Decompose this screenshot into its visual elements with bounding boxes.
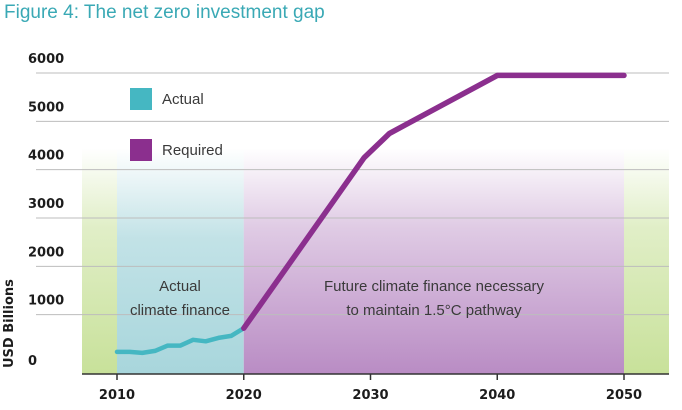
band-post-2050 <box>624 148 669 374</box>
x-tick-label-2040: 2040 <box>479 388 515 403</box>
legend-label-actual: Actual <box>162 91 204 108</box>
y-tick-label-5000: 5000 <box>28 100 64 115</box>
x-tick-label-2020: 2020 <box>226 388 262 403</box>
series-lines <box>114 72 627 356</box>
legend-label-required: Required <box>162 142 223 159</box>
annotation-actual-line2: climate finance <box>130 302 230 319</box>
y-axis-label: USD Billions <box>2 279 17 368</box>
annotation-actual-line1: Actual <box>159 278 201 295</box>
annotation-future-line2: to maintain 1.5°C pathway <box>346 302 522 319</box>
x-tick-label-2010: 2010 <box>99 388 135 403</box>
x-tick-label-2050: 2050 <box>606 388 642 403</box>
annotation-actual: Actual climate finance <box>130 278 230 319</box>
annotation-future: Future climate finance necessary to main… <box>324 278 545 319</box>
y-tick-labels: 0 1000 2000 3000 4000 5000 6000 <box>28 52 64 369</box>
band-pre-2010 <box>82 148 117 374</box>
chart-title: Figure 4: The net zero investment gap <box>4 2 325 23</box>
series-line-actual <box>114 325 247 356</box>
band-actual <box>117 148 244 374</box>
band-required <box>243 148 624 374</box>
legend-swatch-required <box>130 139 152 161</box>
annotation-future-line1: Future climate finance necessary <box>324 278 545 295</box>
x-tick-label-2030: 2030 <box>352 388 388 403</box>
y-tick-label-4000: 4000 <box>28 149 64 164</box>
y-tick-label-6000: 6000 <box>28 52 64 67</box>
legend: Actual Required <box>130 88 223 161</box>
legend-swatch-actual <box>130 88 152 110</box>
y-tick-label-2000: 2000 <box>28 245 64 260</box>
shaded-bands <box>82 148 669 374</box>
x-tick-labels: 2010 2020 2030 2040 2050 <box>99 374 642 403</box>
y-tick-label-3000: 3000 <box>28 197 64 212</box>
y-tick-label-1000: 1000 <box>28 294 64 309</box>
y-tick-label-0: 0 <box>28 354 37 369</box>
series-line-required <box>241 72 627 331</box>
